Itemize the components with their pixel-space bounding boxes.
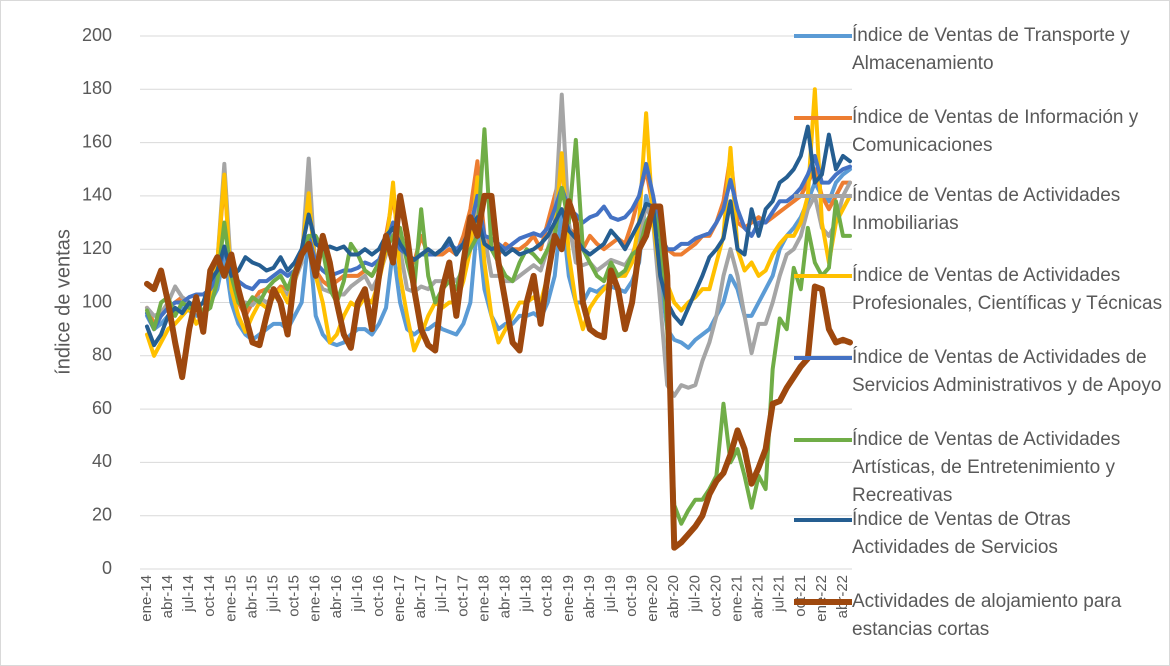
x-tick-label: ene-22 xyxy=(813,575,830,622)
y-tick-label: 0 xyxy=(102,558,112,578)
x-tick-label: jul-19 xyxy=(602,575,619,613)
x-tick-label: ene-14 xyxy=(138,575,155,622)
y-tick-label: 140 xyxy=(82,185,112,205)
legend-label: Índice de Ventas de Otras Actividades de… xyxy=(852,509,1071,558)
x-tick-label: ene-21 xyxy=(728,575,745,622)
x-tick-label: abr-17 xyxy=(412,575,429,618)
y-tick-label: 100 xyxy=(82,291,112,311)
x-tick-label: ene-20 xyxy=(644,575,661,622)
legend-swatch xyxy=(794,274,852,278)
y-tick-label: 80 xyxy=(92,345,112,365)
legend-label: Índice de Ventas de Actividades Artístic… xyxy=(852,429,1121,506)
y-axis-label: índice de ventas xyxy=(52,229,74,375)
x-tick-label: ene-17 xyxy=(391,575,408,622)
legend-swatch xyxy=(794,34,852,38)
x-tick-label: abr-18 xyxy=(496,575,513,618)
x-tick-label: jul-20 xyxy=(686,575,703,613)
x-tick-label: oct-15 xyxy=(286,575,303,617)
legend-swatch xyxy=(794,356,852,360)
x-tick-label: abr-15 xyxy=(243,575,260,618)
y-tick-label: 200 xyxy=(82,25,112,45)
legend-swatch xyxy=(794,194,852,198)
legend-item: Índice de Ventas de Actividades Inmobili… xyxy=(794,182,1164,238)
x-tick-label: oct-17 xyxy=(454,575,471,617)
x-tick-label: abr-14 xyxy=(159,575,176,618)
x-tick-label: oct-21 xyxy=(792,575,809,617)
x-tick-label: jul-21 xyxy=(771,575,788,613)
legend-item: Índice de Ventas de Otras Actividades de… xyxy=(794,506,1164,562)
x-tick-label: jul-14 xyxy=(180,575,197,613)
legend-swatch xyxy=(794,116,852,120)
legend-item: Índice de Ventas de Actividades Artístic… xyxy=(794,426,1164,510)
legend-label: Actividades de alojamiento para estancia… xyxy=(852,591,1122,640)
x-tick-label: abr-19 xyxy=(581,575,598,618)
y-tick-label: 120 xyxy=(82,238,112,258)
x-tick-label: jul-18 xyxy=(518,575,535,613)
x-tick-label: abr-22 xyxy=(834,575,851,618)
x-tick-label: ene-18 xyxy=(475,575,492,622)
legend-item: Índice de Ventas de Actividades de Servi… xyxy=(794,344,1164,400)
y-tick-label: 60 xyxy=(92,398,112,418)
legend-swatch xyxy=(794,438,852,442)
legend-item: Índice de Ventas de Actividades Profesio… xyxy=(794,262,1164,318)
x-tick-label: abr-21 xyxy=(750,575,767,618)
legend-label: Índice de Ventas de Actividades Profesio… xyxy=(852,265,1163,314)
y-tick-label: 40 xyxy=(92,451,112,471)
legend-label: Índice de Ventas de Actividades Inmobili… xyxy=(852,185,1121,234)
x-tick-label: ene-16 xyxy=(307,575,324,622)
legend-item: Actividades de alojamiento para estancia… xyxy=(794,588,1164,644)
x-tick-label: ene-19 xyxy=(560,575,577,622)
legend-label: Índice de Ventas de Transporte y Almacen… xyxy=(852,25,1130,74)
legend-label: Índice de Ventas de Actividades de Servi… xyxy=(852,347,1162,396)
x-tick-label: jul-15 xyxy=(265,575,282,613)
x-tick-label: jul-17 xyxy=(433,575,450,613)
legend-label: Índice de Ventas de Información y Comuni… xyxy=(852,107,1139,156)
y-tick-label: 20 xyxy=(92,504,112,524)
x-tick-label: oct-18 xyxy=(539,575,556,617)
x-tick-label: ene-15 xyxy=(222,575,239,622)
legend-item: Índice de Ventas de Información y Comuni… xyxy=(794,104,1164,160)
legend-swatch xyxy=(794,518,852,522)
legend-item: Índice de Ventas de Transporte y Almacen… xyxy=(794,22,1164,78)
series-line xyxy=(144,192,853,551)
x-tick-label: oct-16 xyxy=(370,575,387,617)
legend-swatch xyxy=(794,599,852,605)
x-tick-label: jul-16 xyxy=(349,575,366,613)
x-tick-label: oct-19 xyxy=(623,575,640,617)
y-tick-label: 160 xyxy=(82,131,112,151)
x-tick-label: oct-20 xyxy=(707,575,724,617)
x-tick-label: oct-14 xyxy=(201,575,218,617)
x-tick-label: abr-20 xyxy=(665,575,682,618)
x-tick-label: abr-16 xyxy=(328,575,345,618)
y-tick-label: 180 xyxy=(82,78,112,98)
